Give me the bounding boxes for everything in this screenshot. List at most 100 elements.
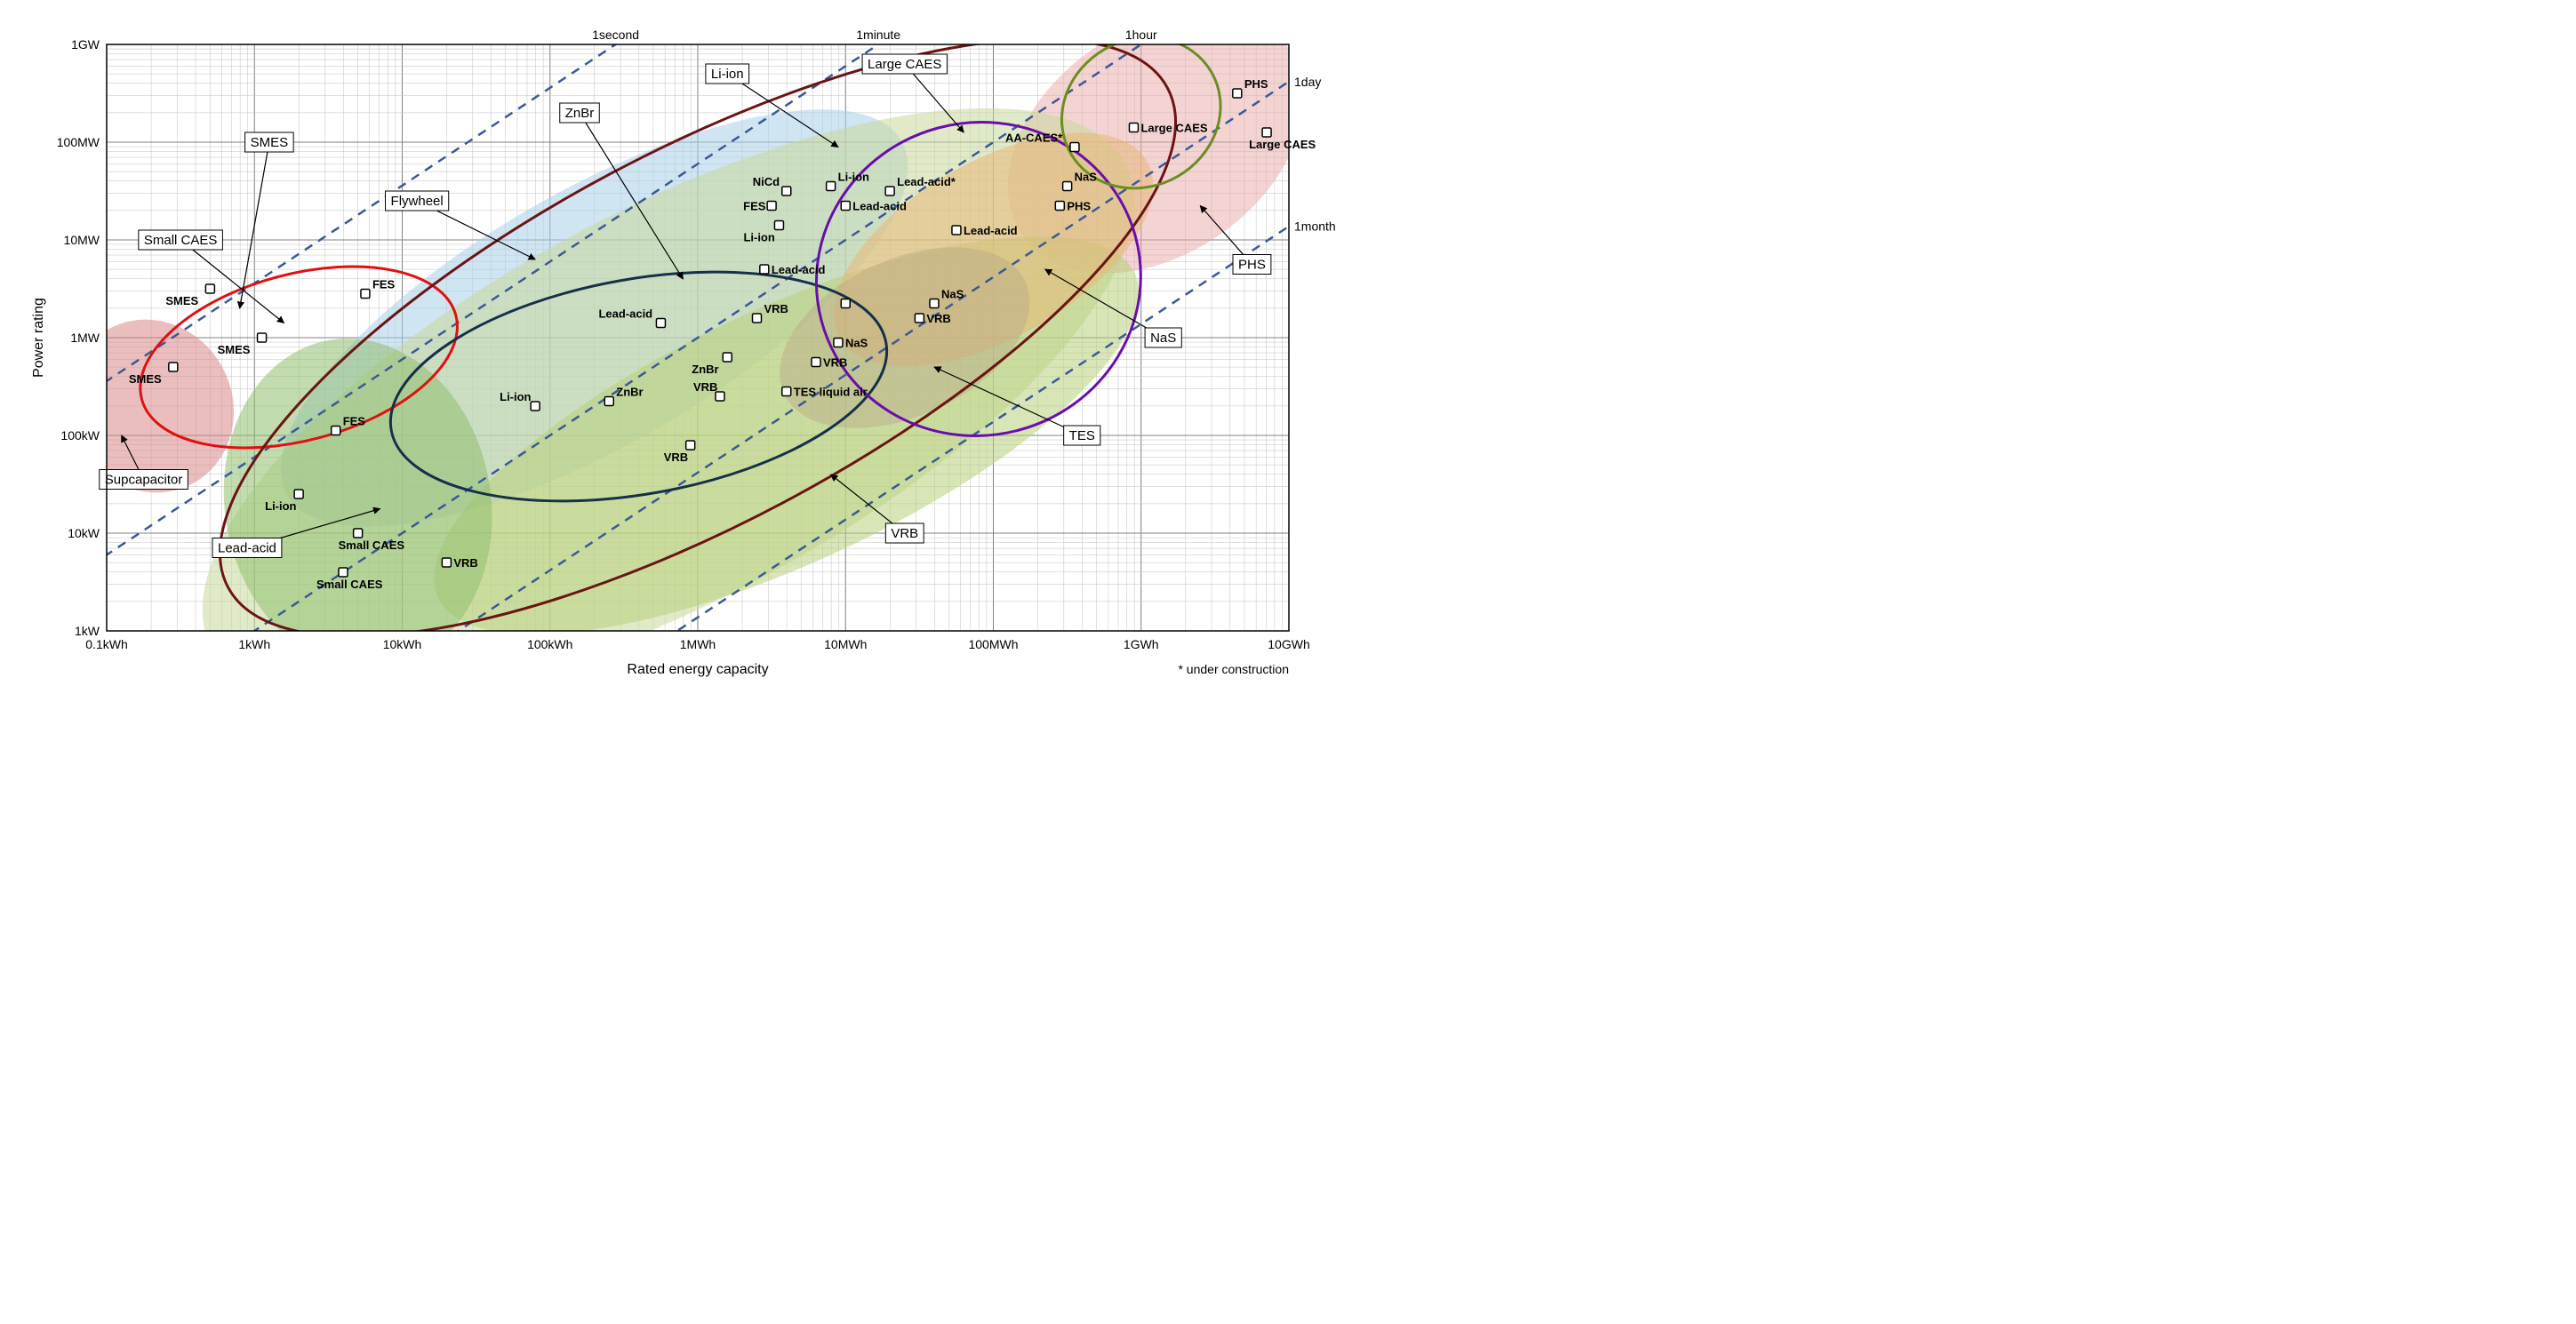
x-tick: 10GWh — [1268, 637, 1309, 651]
x-tick: 1MWh — [680, 637, 716, 651]
x-tick: 10kWh — [383, 637, 422, 651]
callout-text: Supcapacitor — [105, 473, 183, 488]
x-axis-label: Rated energy capacity — [627, 662, 768, 677]
point-Lead-acid* — [885, 187, 894, 195]
point-Small CAES — [354, 529, 363, 538]
point-label: TES liquid air — [794, 386, 868, 399]
x-tick: 0.1kWh — [85, 637, 127, 651]
callout-text: Li-ion — [711, 67, 744, 82]
callout-text: PHS — [1238, 258, 1266, 273]
y-tick: 1GW — [71, 37, 100, 52]
callout-text: Small CAES — [144, 233, 218, 248]
point-label: PHS — [1244, 77, 1268, 91]
callout-text: NaS — [1150, 331, 1176, 346]
point-label: NaS — [845, 337, 868, 350]
point-NiCd — [782, 187, 791, 195]
point-label: VRB — [693, 380, 717, 394]
point-PHS — [1233, 89, 1242, 98]
point-label: VRB — [823, 356, 847, 370]
point-VRB — [753, 314, 762, 323]
point-SMES — [169, 363, 178, 371]
diag-label: 1minute — [856, 28, 900, 42]
point-Large CAES — [1129, 124, 1138, 132]
point-label: Large CAES — [1249, 138, 1316, 151]
callout-text: Flywheel — [391, 194, 444, 209]
diag-label: 1hour — [1125, 28, 1157, 42]
chart-svg: 1second 1minute 1hour 1day 1month SMES SMES SME… — [18, 18, 1351, 711]
point-label: Lead-acid — [964, 224, 1018, 237]
diag-label: 1second — [592, 28, 639, 42]
point-Lead-acid — [760, 265, 769, 274]
point-Small CAES — [339, 568, 348, 577]
point-VRB — [442, 558, 451, 567]
point-Large CAES — [1262, 128, 1271, 137]
point-label: VRB — [764, 302, 788, 315]
x-tick: 1GWh — [1124, 637, 1159, 651]
point-label: FES — [372, 278, 396, 291]
point-label: PHS — [1067, 200, 1091, 213]
point-label: NaS — [1075, 171, 1098, 184]
point-label: Small CAES — [316, 578, 383, 591]
point-Li-ion — [827, 182, 836, 191]
point-AA-CAES* — [1070, 143, 1079, 152]
point-NaS — [1063, 182, 1072, 191]
point-VRB — [686, 441, 695, 450]
point-Li-ion — [531, 402, 540, 411]
point-label: Li-ion — [743, 231, 774, 244]
y-tick: 1kW — [75, 624, 100, 638]
y-tick: 100kW — [60, 428, 100, 443]
y-axis-label: Power rating — [31, 298, 46, 378]
point-label: Lead-acid* — [897, 175, 956, 188]
point-Li-ion — [774, 221, 783, 230]
point-label: ZnBr — [692, 363, 718, 376]
point-Lead-acid — [841, 202, 850, 211]
point-Li-ion — [294, 490, 303, 498]
x-tick: 100MWh — [968, 637, 1018, 651]
callout-text: SMES — [251, 135, 289, 150]
point-label: Li-ion — [838, 171, 869, 184]
point-label: Lead-acid — [772, 263, 826, 276]
point-label: VRB — [664, 451, 688, 464]
energy-storage-chart: 1second 1minute 1hour 1day 1month SMES SMES SME… — [18, 18, 1351, 711]
point-label: FES — [343, 415, 366, 428]
callout-text: Large CAES — [868, 57, 941, 72]
point-SMES — [205, 284, 214, 293]
callout-text: VRB — [891, 526, 918, 541]
point-label: VRB — [926, 312, 950, 325]
point-label: SMES — [218, 343, 251, 356]
point-FES — [361, 290, 370, 299]
point-label: NaS — [941, 288, 964, 301]
point-NaS — [930, 299, 939, 308]
x-tick: 100kWh — [527, 637, 572, 651]
point-TES liquid air — [782, 387, 791, 396]
x-tick: 1kWh — [238, 637, 270, 651]
point-VRB — [915, 314, 924, 323]
point-SMES — [258, 333, 267, 342]
point-label: Li-ion — [265, 499, 296, 513]
point-NaS — [834, 339, 843, 347]
x-tick: 10MWh — [824, 637, 867, 651]
point-label: FES — [743, 200, 766, 213]
point-PHS — [1055, 202, 1064, 211]
point-label: ZnBr — [616, 386, 643, 399]
point-label: VRB — [453, 556, 477, 570]
point-ZnBr — [723, 353, 732, 362]
point-label: SMES — [165, 294, 198, 307]
point-label: NiCd — [753, 175, 780, 188]
diag-label: 1day — [1294, 75, 1321, 89]
footnote: * under construction — [1178, 662, 1289, 676]
diag-label: 1month — [1294, 219, 1336, 234]
point-label: Small CAES — [339, 538, 405, 552]
point-ZnBr — [604, 397, 613, 406]
point-FES — [767, 202, 776, 211]
point-marker — [841, 299, 850, 308]
point-label: Lead-acid — [598, 307, 652, 321]
y-tick: 10MW — [64, 233, 100, 247]
point-label: SMES — [129, 372, 162, 386]
point-label: Li-ion — [500, 390, 531, 403]
y-tick: 1MW — [70, 331, 100, 345]
y-tick: 10kW — [68, 526, 100, 540]
callout-text: Lead-acid — [218, 541, 276, 556]
point-FES — [332, 427, 340, 435]
point-VRB — [812, 358, 820, 367]
